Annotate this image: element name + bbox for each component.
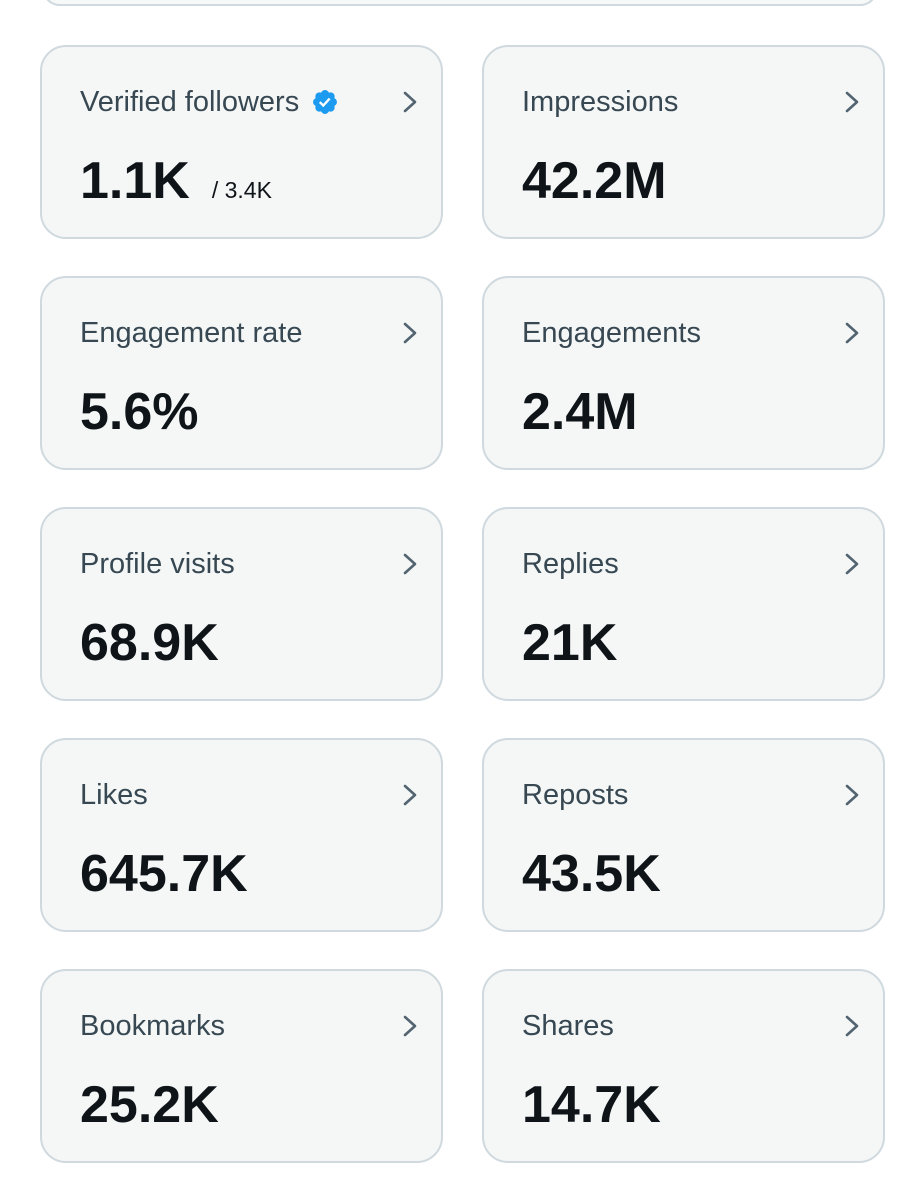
metric-card-verified-followers[interactable]: Verified followers 1.1K / 3.4K <box>40 45 443 239</box>
metric-label: Verified followers <box>80 86 300 118</box>
verified-badge-icon <box>313 90 338 114</box>
metric-value: 2.4M <box>522 383 638 441</box>
metrics-grid: Verified followers 1.1K / 3.4K Impressio… <box>40 45 885 1163</box>
metric-value: 68.9K <box>80 614 219 672</box>
chevron-right-icon <box>845 553 859 575</box>
metric-label: Impressions <box>522 86 679 118</box>
metric-card-impressions[interactable]: Impressions 42.2M <box>482 45 885 239</box>
chevron-right-icon <box>845 322 859 344</box>
metric-value: 25.2K <box>80 1076 219 1134</box>
metric-card-bookmarks[interactable]: Bookmarks 25.2K <box>40 969 443 1163</box>
chevron-right-icon <box>845 784 859 806</box>
metric-value: 14.7K <box>522 1076 661 1134</box>
chevron-right-icon <box>403 91 417 113</box>
metric-label: Profile visits <box>80 548 235 580</box>
metric-label: Replies <box>522 548 619 580</box>
metric-card-engagements[interactable]: Engagements 2.4M <box>482 276 885 470</box>
chevron-right-icon <box>403 553 417 575</box>
metric-value-container: 1.1K / 3.4K <box>80 151 272 220</box>
chevron-right-icon <box>403 322 417 344</box>
metric-card-engagement-rate[interactable]: Engagement rate 5.6% <box>40 276 443 470</box>
metric-value: 21K <box>522 614 618 672</box>
metric-card-reposts[interactable]: Reposts 43.5K <box>482 738 885 932</box>
chevron-right-icon <box>845 91 859 113</box>
metric-label: Engagement rate <box>80 317 303 349</box>
metric-card-likes[interactable]: Likes 645.7K <box>40 738 443 932</box>
metric-label: Engagements <box>522 317 701 349</box>
metric-card-profile-visits[interactable]: Profile visits 68.9K <box>40 507 443 701</box>
metric-value: 43.5K <box>522 845 661 903</box>
metric-label: Reposts <box>522 779 629 811</box>
metric-value: 645.7K <box>80 845 248 903</box>
metric-label-container: Verified followers <box>80 85 339 119</box>
metric-value: 1.1K <box>80 152 190 210</box>
metric-card-shares[interactable]: Shares 14.7K <box>482 969 885 1163</box>
metric-value: 42.2M <box>522 152 667 210</box>
metric-label: Shares <box>522 1010 614 1042</box>
chevron-right-icon <box>403 1015 417 1037</box>
metric-total: / 3.4K <box>211 177 272 203</box>
chevron-right-icon <box>403 784 417 806</box>
metric-label: Likes <box>80 779 148 811</box>
previous-card-partial <box>42 0 878 6</box>
metric-label: Bookmarks <box>80 1010 226 1042</box>
metric-card-replies[interactable]: Replies 21K <box>482 507 885 701</box>
chevron-right-icon <box>845 1015 859 1037</box>
metric-value: 5.6% <box>80 383 199 441</box>
